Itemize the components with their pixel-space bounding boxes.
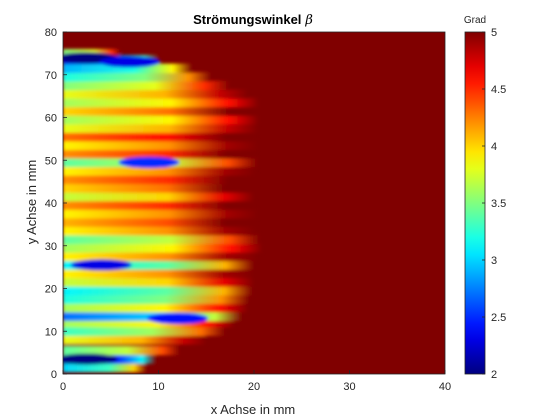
heatmap-blob bbox=[118, 156, 180, 168]
heatmap-band bbox=[63, 234, 260, 245]
x-tick-label: 40 bbox=[439, 381, 451, 393]
y-tick-label: 60 bbox=[45, 113, 57, 125]
heatmap-band bbox=[63, 277, 254, 287]
heatmap-band bbox=[63, 345, 180, 356]
colorbar-tick-label: 2.5 bbox=[491, 312, 506, 324]
y-tick-label: 50 bbox=[45, 155, 57, 167]
chart-title: Strömungswinkel β bbox=[193, 12, 313, 28]
heatmap-band bbox=[63, 326, 226, 336]
y-tick-label: 20 bbox=[45, 284, 57, 296]
heatmap-band bbox=[63, 89, 249, 99]
heatmap-band bbox=[63, 251, 258, 262]
colorbar-tick-label: 3 bbox=[491, 255, 497, 267]
heatmap-band bbox=[63, 200, 256, 210]
colorbar-tick-label: 2 bbox=[491, 369, 497, 381]
heatmap-band bbox=[63, 132, 256, 142]
heatmap-band bbox=[63, 80, 231, 91]
x-tick-label: 10 bbox=[152, 381, 164, 393]
colorbar-tick-label: 3.5 bbox=[491, 198, 506, 210]
heatmap-band bbox=[63, 226, 256, 236]
x-tick-label: 30 bbox=[343, 381, 355, 393]
heatmap-band bbox=[63, 294, 250, 304]
heatmap-band bbox=[63, 335, 207, 345]
y-tick-label: 40 bbox=[45, 198, 57, 210]
heatmap-band bbox=[63, 183, 254, 193]
x-axis-label: x Achse in mm bbox=[211, 402, 296, 417]
heatmap-band bbox=[63, 243, 263, 253]
y-tick-label: 10 bbox=[45, 326, 57, 338]
y-tick-label: 70 bbox=[45, 70, 57, 82]
colorbar-ticks: 2 2.5 3 3.5 4 4.5 5 bbox=[482, 27, 506, 381]
x-tick-label: 20 bbox=[248, 381, 260, 393]
heatmap-band bbox=[63, 268, 254, 279]
colorbar-tick-label: 5 bbox=[491, 27, 497, 39]
heatmap-band bbox=[63, 191, 254, 202]
x-axis-ticks: 0 10 20 30 40 bbox=[60, 370, 451, 393]
x-tick-label: 0 bbox=[60, 381, 66, 393]
title-symbol: β bbox=[304, 13, 313, 28]
heatmap-band bbox=[63, 285, 253, 296]
y-tick-label: 30 bbox=[45, 241, 57, 253]
heatmap-band bbox=[63, 72, 212, 82]
heatmap-band bbox=[63, 303, 249, 313]
heatmap-blob bbox=[99, 56, 161, 68]
y-axis-ticks: 0 10 20 30 40 50 60 70 80 bbox=[45, 27, 67, 381]
heatmap-band bbox=[63, 106, 259, 116]
heatmap-blob bbox=[70, 259, 132, 271]
y-tick-label: 0 bbox=[51, 369, 57, 381]
y-axis-label: y Achse in mm bbox=[24, 160, 39, 245]
heatmap-band bbox=[63, 166, 256, 176]
heatmap-blob bbox=[147, 312, 209, 324]
heatmap-band bbox=[63, 114, 259, 125]
heatmap-band bbox=[63, 317, 235, 328]
heatmap-band bbox=[63, 63, 192, 74]
heatmap-band bbox=[63, 174, 258, 185]
colorbar-label: Grad bbox=[464, 15, 486, 26]
heatmap-area bbox=[63, 32, 445, 374]
heatmap-band bbox=[63, 260, 254, 270]
heatmap-band bbox=[63, 217, 254, 227]
y-tick-label: 80 bbox=[45, 27, 57, 39]
heatmap-band bbox=[63, 208, 258, 219]
heatmap-band bbox=[63, 362, 147, 373]
heatmap-band bbox=[63, 97, 259, 108]
colorbar-tick-label: 4.5 bbox=[491, 84, 506, 96]
heatmap-band bbox=[63, 140, 258, 150]
heatmap-blob bbox=[63, 353, 118, 365]
colorbar-tick-label: 4 bbox=[491, 141, 497, 153]
heatmap-band bbox=[63, 123, 258, 133]
heatmap-band bbox=[63, 149, 256, 159]
